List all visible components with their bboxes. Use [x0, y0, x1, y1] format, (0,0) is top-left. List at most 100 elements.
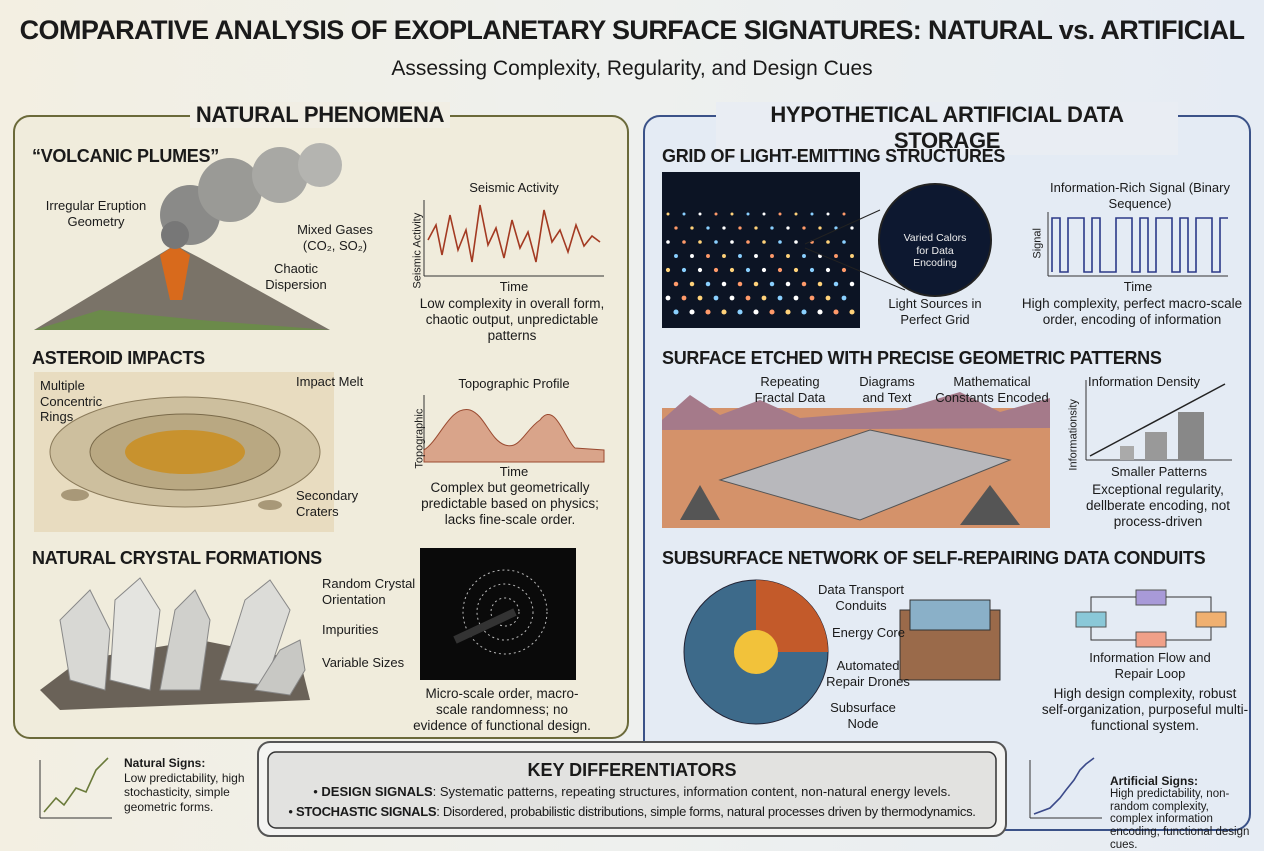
light-dot — [802, 254, 806, 258]
light-dot — [698, 240, 702, 244]
light-dot — [778, 240, 782, 244]
panel-heading: NATURAL PHENOMENA — [190, 102, 450, 129]
label: Varied Calors for Data Encoding — [903, 232, 967, 270]
light-dot — [674, 254, 678, 258]
diffraction-rings-part — [476, 583, 534, 641]
light-dot — [665, 295, 671, 301]
light-dot — [849, 309, 855, 315]
light-dot — [729, 295, 735, 301]
crater — [34, 372, 334, 532]
light-dot — [753, 281, 759, 287]
label: Mathematical Constants Encoded — [935, 374, 1049, 405]
light-dot — [730, 212, 734, 216]
caption: Micro-scale order, macro-scale randomnes… — [413, 686, 591, 734]
density-chart-part — [1145, 432, 1167, 460]
light-dot — [801, 309, 807, 315]
label: Energy Core — [832, 625, 905, 640]
axis-label: Signal — [1031, 228, 1044, 259]
light-dot — [761, 295, 767, 301]
light-dot — [826, 240, 830, 244]
light-dot — [793, 295, 799, 301]
label: Repeating Fractal Data — [754, 374, 826, 405]
zoom-line — [804, 209, 881, 245]
light-dot — [689, 309, 695, 315]
axis-label: Topographic — [413, 408, 426, 469]
volcano-part — [198, 158, 262, 222]
axis-label: Time — [1123, 279, 1153, 294]
light-dot — [697, 295, 703, 301]
light-dot — [777, 295, 783, 301]
artificial-trend-part — [1033, 757, 1095, 815]
zoom-lens — [878, 183, 992, 297]
key-inner — [267, 751, 997, 829]
etched-surface-part — [960, 485, 1020, 525]
light-dot — [786, 254, 790, 258]
label: Secondary Craters — [296, 488, 359, 519]
light-dot — [817, 309, 823, 315]
light-dot — [769, 281, 775, 287]
light-dot — [721, 309, 727, 315]
section-title: ASTEROID IMPACTS — [32, 348, 205, 368]
topographic-chart — [423, 395, 605, 463]
light-dot — [770, 254, 774, 258]
light-dot — [682, 212, 686, 216]
light-dot — [673, 309, 679, 315]
light-dot — [826, 212, 830, 216]
key-title: KEY DIFFERENTIATORS — [527, 760, 737, 780]
key-label: DESIGN SIGNALS — [321, 784, 433, 799]
light-dot — [834, 226, 838, 230]
diffraction-rings — [462, 569, 548, 655]
light-dot — [841, 267, 847, 273]
light-dot — [729, 267, 735, 273]
label: Chaotic Dispersion — [265, 261, 327, 292]
volcano-part — [160, 245, 190, 300]
volcano-part — [252, 147, 308, 203]
panel-heading: HYPOTHETICAL ARTIFICIAL DATA STORAGE — [716, 102, 1178, 155]
light-dot — [705, 281, 711, 287]
signs-title: Natural Signs: — [124, 756, 206, 770]
etched-surface-part — [662, 392, 1050, 430]
caption: Exceptional regularity, dellberate encod… — [1085, 482, 1231, 530]
repair-loop-part — [1195, 611, 1227, 628]
key-label: STOCHASTIC SIGNALS — [295, 804, 437, 819]
chart-title: Information Density — [1088, 374, 1200, 389]
light-dot — [802, 226, 806, 230]
section-title: NATURAL CRYSTAL FORMATIONS — [32, 548, 322, 568]
light-dot — [722, 226, 726, 230]
light-dot — [818, 226, 822, 230]
light-dot — [769, 309, 775, 315]
title: COMPARATIVE ANALYSIS OF EXOPLANETARY SUR… — [19, 15, 1245, 45]
key-item: • STOCHASTIC SIGNALS: Disordered, probab… — [288, 804, 976, 819]
diffraction-rings-part — [462, 569, 548, 655]
volcano-part — [34, 310, 330, 330]
light-dot — [666, 240, 670, 244]
axis-label: Informationsity — [1067, 399, 1080, 471]
natural-trend-part — [43, 757, 109, 813]
light-dot — [770, 226, 774, 230]
light-dot — [665, 267, 671, 273]
light-dot — [697, 267, 703, 273]
light-dot — [834, 254, 838, 258]
label: Data Transport Conduits — [818, 582, 904, 613]
planet-cutaway — [683, 579, 1001, 725]
light-dot — [737, 281, 743, 287]
repair-loop-part — [1135, 589, 1167, 606]
light-dot — [682, 240, 686, 244]
light-dot — [794, 240, 798, 244]
light-dot — [817, 281, 823, 287]
binary-chart — [1047, 212, 1228, 277]
light-dot — [698, 212, 702, 216]
light-dot — [721, 281, 727, 287]
light-dot — [778, 212, 782, 216]
topographic-chart-part — [423, 409, 605, 463]
crater-part — [125, 430, 245, 474]
repair-loop-part — [1135, 631, 1167, 648]
axis-label: Time — [499, 464, 529, 479]
label: Impact Melt — [296, 374, 364, 389]
crystals-part — [219, 579, 291, 686]
light-dot — [690, 226, 694, 230]
caption: High design complexity, robust self-orga… — [1041, 686, 1249, 734]
light-dot — [689, 281, 695, 287]
seismic-chart — [423, 200, 604, 277]
